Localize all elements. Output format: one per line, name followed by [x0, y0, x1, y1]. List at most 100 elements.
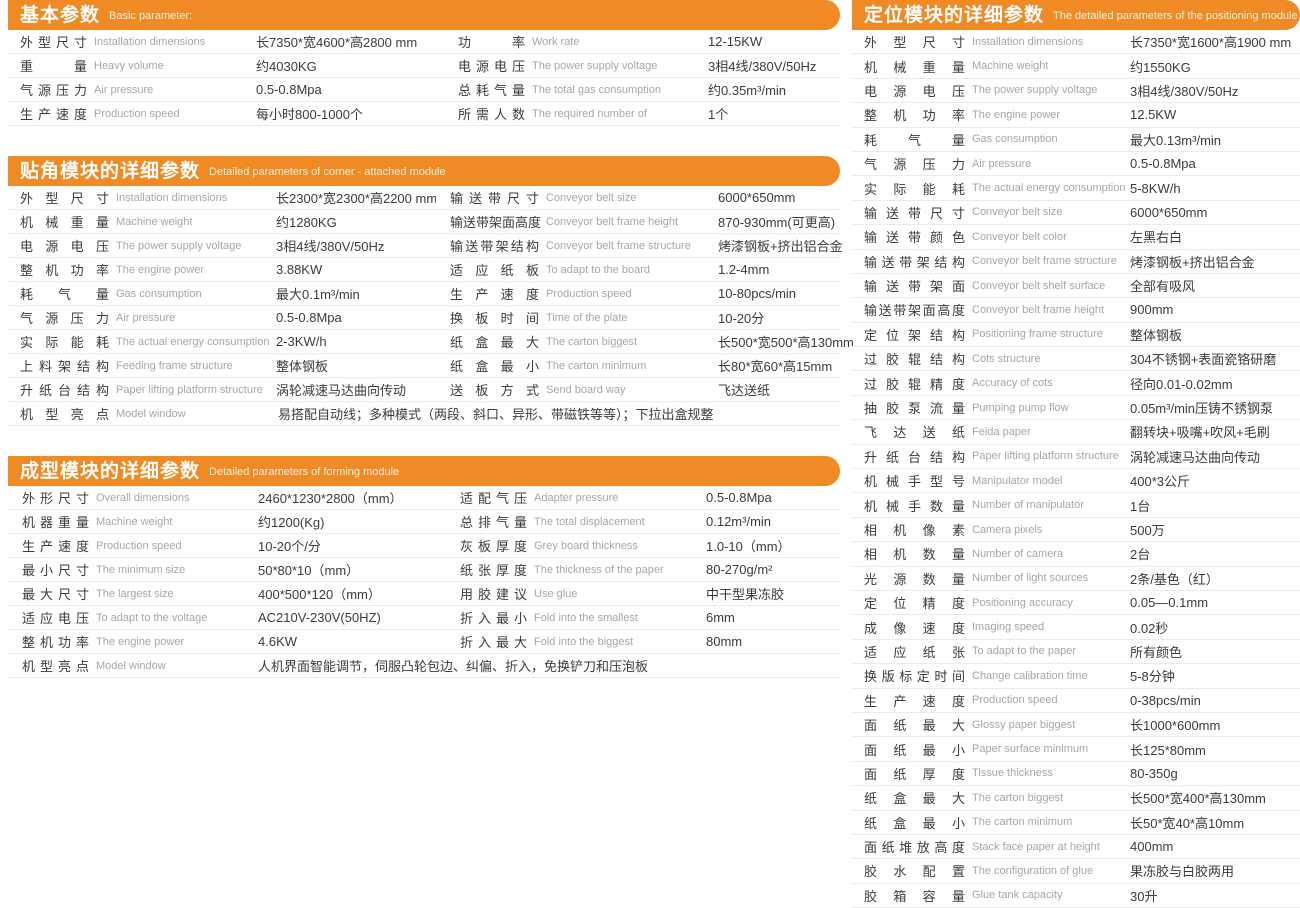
param-label-en: Production speed — [546, 287, 632, 300]
table-row: 升纸台结构 Paper lifting platform structure 涡… — [8, 378, 840, 402]
param-label-cn: 机械重量 — [864, 59, 965, 75]
section-spacer — [8, 126, 840, 156]
param-label-cn: 面纸厚度 — [864, 766, 965, 782]
param-label-en: Positioning accuracy — [972, 596, 1073, 609]
param-value: 烤漆钢板+挤出铝合金 — [718, 239, 843, 254]
rows-basic: 外型尺寸 Installation dimensions 长7350*宽4600… — [8, 30, 840, 126]
section-title-en: The detailed parameters of the positioni… — [1053, 10, 1298, 22]
param-value: 长7350*宽1600*高1900 mm — [1130, 35, 1292, 51]
param-label-en: Paper lifting platform structure — [972, 450, 1119, 463]
param-label-en: Production speed — [96, 539, 182, 552]
param-label-en: To adapt to the voltage — [96, 611, 208, 624]
param-value: 长500*宽500*高130mm — [718, 335, 854, 350]
section-positioning-module: 定位模块的详细参数 The detailed parameters of the… — [852, 0, 1300, 908]
param-label-en: The total gas consumption — [532, 83, 662, 96]
param-label-cn: 电源电压 — [20, 239, 109, 254]
param-label-en: The power supply voltage — [532, 59, 658, 72]
section-basic-parameter: 基本参数 Basic parameter: 外型尺寸 Installation … — [8, 0, 840, 126]
param-label-en: Time of the plate — [546, 311, 628, 324]
param-label-en: Conveyor belt frame height — [546, 215, 679, 228]
param-value: 5-8KW/h — [1130, 180, 1181, 196]
param-label-cn: 过胶辊结构 — [864, 352, 965, 368]
param-label-cn: 整机功率 — [22, 635, 89, 650]
param-label-en: The actual energy consumption — [972, 182, 1126, 195]
param-value: 径向0.01-0.02mm — [1130, 376, 1233, 392]
param-label-cn: 上料架结构 — [20, 359, 109, 374]
table-row: 胶箱容量 Glue tank capacity 30升 — [852, 884, 1300, 908]
param-value: 2台 — [1130, 547, 1151, 563]
param-value: 人机界面智能调节，伺服凸轮包边、纠偏、折入，免换铲刀和压泡板 — [258, 659, 649, 674]
param-label-cn: 定位架结构 — [864, 327, 965, 343]
param-value: 长2300*宽2300*高2200 mm — [276, 191, 436, 206]
table-row: 输送带颜色 Conveyor belt color 左黑右白 — [852, 225, 1300, 250]
param-label-en: Gas consumption — [116, 287, 202, 300]
param-label-en: Installation dimensions — [94, 35, 206, 48]
param-label-en: Stack face paper at height — [972, 840, 1100, 853]
param-label-en: Change calibration time — [972, 669, 1088, 682]
table-row: 升纸台结构 Paper lifting platform structure 涡轮减… — [852, 445, 1300, 470]
param-value: 0.5-0.8Mpa — [276, 310, 342, 325]
table-row: 整机功率 The engine power 12.5KW — [852, 103, 1300, 128]
param-label-en: Number of manipulator — [972, 499, 1084, 512]
row-cell-group: 外型尺寸 Installation dimensions 长2300*宽2300… — [8, 186, 440, 209]
param-label-en: Number of light sources — [972, 572, 1089, 585]
param-label-cn: 机型亮点 — [20, 407, 109, 422]
row-cell-group: 电源电压 The power supply voltage 3相4线/380V/… — [440, 54, 840, 77]
table-row: 气源压力 Air pressure 0.5-0.8Mpa — [852, 152, 1300, 177]
param-label-cn: 换板时间 — [450, 311, 539, 326]
param-value: 最大0.1m³/min — [276, 287, 360, 302]
param-label-cn: 输送带尺寸 — [864, 205, 965, 221]
table-row: 电源电压 The power supply voltage 3相4线/380V/… — [8, 234, 843, 258]
param-label-cn: 相机像素 — [864, 523, 965, 538]
param-label-en: Use glue — [534, 587, 578, 600]
param-label-en: The carton minimum — [546, 359, 647, 372]
param-label-cn: 实际能耗 — [864, 181, 965, 197]
row-cell-group: 电源电压 The power supply voltage 3相4线/380V/… — [8, 234, 440, 257]
param-label-cn: 生产速度 — [20, 107, 87, 122]
param-label-cn: 纸盒最小 — [864, 815, 965, 831]
left-column: 基本参数 Basic parameter: 外型尺寸 Installation … — [8, 0, 854, 678]
row-cell-group: 所需人数 The required number of 1个 — [440, 102, 840, 125]
row-cell-group: 折入最小 Fold into the smallest 6mm — [440, 606, 840, 629]
param-label-en: The required number of — [532, 107, 647, 120]
row-cell-group: 总耗气量 The total gas consumption 约0.35m³/m… — [440, 78, 840, 101]
param-label-en: Air pressure — [972, 157, 1032, 170]
param-label-cn: 生产速度 — [864, 693, 965, 709]
param-label-cn: 过胶辊精度 — [864, 376, 965, 392]
param-label-cn: 输送带架结构 — [864, 254, 965, 270]
param-label-cn: 输送带架面高度 — [864, 303, 965, 319]
row-cell-group: 外型尺寸 Installation dimensions 长7350*宽4600… — [8, 30, 440, 53]
param-label-en: Pumping pump flow — [972, 401, 1069, 414]
section-title-en: Basic parameter: — [109, 10, 193, 22]
row-cell-group: 纸盒最小 The carton minimum 长80*宽60*高15mm — [440, 354, 840, 377]
row-cell-group: 纸盒最大 The carton biggest 长500*宽500*高130mm — [440, 330, 854, 353]
table-row: 重量 Heavy volume 约4030KG 电源电压 The power s… — [8, 54, 840, 78]
table-row: 光源数量 Number of light sources 2条/基色（红） — [852, 567, 1300, 591]
param-value: 10-80pcs/min — [718, 286, 797, 301]
param-value: 所有颜色 — [1130, 644, 1183, 660]
param-label-cn: 输送带架结构 — [450, 239, 539, 254]
param-label-en: Fold into the smallest — [534, 611, 638, 624]
param-value: 80-350g — [1130, 765, 1178, 781]
param-label-en: The actual energy consumption — [116, 335, 270, 348]
row-cell-group: 最大尺寸 The largest size 400*500*120（mm） — [8, 582, 440, 605]
row-cell-group: 换板时间 Time of the plate 10-20分 — [440, 306, 840, 329]
param-label-en: Adapter pressure — [534, 491, 619, 504]
param-label-en: Cots structure — [972, 352, 1041, 365]
row-cell-group: 气源压力 Air pressure 0.5-0.8Mpa — [8, 78, 440, 101]
param-label-en: Manipulator model — [972, 474, 1063, 487]
param-label-cn: 机械手数量 — [864, 498, 965, 514]
param-label-en: The carton biggest — [972, 791, 1064, 804]
table-row: 整机功率 The engine power 4.6KW 折入最大 Fold in… — [8, 630, 840, 654]
param-value: 6mm — [706, 610, 735, 625]
param-label-en: Glossy paper biggest — [972, 718, 1076, 731]
param-value: 涡轮减速马达曲向传动 — [1130, 449, 1261, 465]
param-label-en: Paper lifting platform structure — [116, 383, 263, 396]
param-label-cn: 飞达送纸 — [864, 425, 965, 441]
param-value: 约4030KG — [256, 59, 317, 74]
param-value: 4.6KW — [258, 634, 298, 649]
param-value: 1个 — [708, 107, 729, 122]
param-value: 400mm — [1130, 839, 1174, 855]
param-label-cn: 适配气压 — [460, 491, 527, 506]
param-label-cn: 升纸台结构 — [20, 383, 109, 398]
